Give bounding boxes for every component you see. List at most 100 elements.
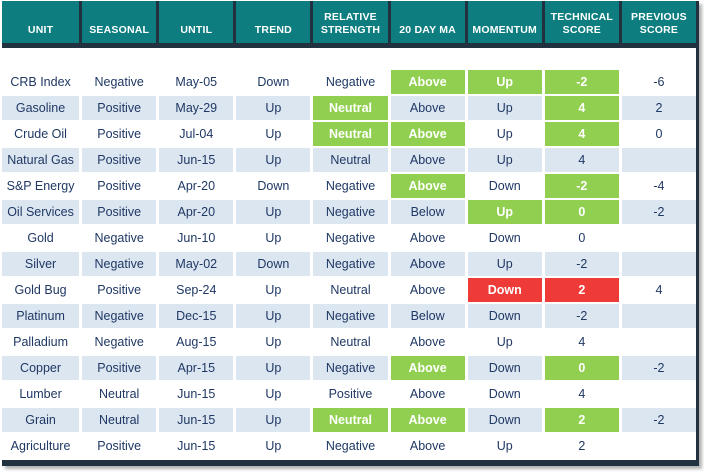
table-row: Lumber Neutral Jun-15 Up Positive Above Down 4 bbox=[2, 382, 696, 406]
table-cell-previous_score bbox=[618, 148, 696, 172]
table-cell-unit: S&P Energy bbox=[2, 174, 80, 198]
header-spacer bbox=[2, 48, 696, 70]
table-cell-previous_score bbox=[618, 226, 696, 250]
table-cell-previous_score: -2 bbox=[618, 408, 696, 432]
table-cell-relative_strength: Negative bbox=[310, 304, 388, 328]
table-cell-trend: Up bbox=[233, 382, 311, 406]
table-cell-technical_score: 2 bbox=[541, 434, 619, 458]
table-cell-20_day_ma: Above bbox=[387, 96, 465, 120]
table-cell-seasonal: Neutral bbox=[79, 382, 157, 406]
table-cell-technical_score: 0 bbox=[541, 226, 619, 250]
table-cell-until: Jun-15 bbox=[156, 148, 234, 172]
table-cell-previous_score: -4 bbox=[618, 174, 696, 198]
table-cell-momentum: Down bbox=[464, 226, 542, 250]
table-cell-20_day_ma: Above bbox=[387, 278, 465, 302]
table-cell-technical_score: 2 bbox=[541, 408, 619, 432]
table-cell-momentum: Up bbox=[464, 330, 542, 354]
table-cell-technical_score: 4 bbox=[541, 148, 619, 172]
table-cell-seasonal: Positive bbox=[79, 148, 157, 172]
table-cell-technical_score: 2 bbox=[541, 278, 619, 302]
table-cell-seasonal: Positive bbox=[79, 278, 157, 302]
table-cell-until: May-29 bbox=[156, 96, 234, 120]
table-cell-momentum: Up bbox=[464, 96, 542, 120]
table-cell-until: Jun-10 bbox=[156, 226, 234, 250]
table-cell-technical_score: 4 bbox=[541, 330, 619, 354]
table-cell-previous_score: 0 bbox=[618, 122, 696, 146]
table-cell-momentum: Up bbox=[464, 70, 542, 94]
table-cell-trend: Down bbox=[233, 252, 311, 276]
table-cell-relative_strength: Negative bbox=[310, 200, 388, 224]
table-cell-20_day_ma: Above bbox=[387, 122, 465, 146]
table-cell-technical_score: 0 bbox=[541, 200, 619, 224]
table-cell-20_day_ma: Above bbox=[387, 330, 465, 354]
table-cell-until: May-02 bbox=[156, 252, 234, 276]
table-cell-seasonal: Positive bbox=[79, 356, 157, 380]
table-cell-relative_strength: Neutral bbox=[310, 408, 388, 432]
table-cell-trend: Up bbox=[233, 304, 311, 328]
table-cell-until: Aug-15 bbox=[156, 330, 234, 354]
table-cell-seasonal: Negative bbox=[79, 252, 157, 276]
table-cell-trend: Up bbox=[233, 330, 311, 354]
table-cell-relative_strength: Neutral bbox=[310, 278, 388, 302]
table-cell-trend: Up bbox=[233, 408, 311, 432]
table-cell-20_day_ma: Above bbox=[387, 382, 465, 406]
table-row: Grain Neutral Jun-15 Up Neutral Above Down 2 -2 bbox=[2, 408, 696, 432]
table-cell-unit: Gold bbox=[2, 226, 80, 250]
table-cell-seasonal: Negative bbox=[79, 304, 157, 328]
table-cell-unit: Grain bbox=[2, 408, 80, 432]
table-cell-unit: Gold Bug bbox=[2, 278, 80, 302]
table-row: Oil Services Positive Apr-20 Up Negative Belo… bbox=[2, 200, 696, 224]
table-cell-momentum: Up bbox=[464, 122, 542, 146]
table-cell-seasonal: Neutral bbox=[79, 408, 157, 432]
table-cell-unit: CRB Index bbox=[2, 70, 80, 94]
table-cell-momentum: Down bbox=[464, 278, 542, 302]
table-cell-previous_score bbox=[618, 252, 696, 276]
table-cell-previous_score: 4 bbox=[618, 278, 696, 302]
table-cell-trend: Up bbox=[233, 434, 311, 458]
table-row: Agriculture Positive Jun-15 Up Negative Above… bbox=[2, 434, 696, 458]
table-row: Silver Negative May-02 Down Negative Above Up -… bbox=[2, 252, 696, 276]
table-cell-until: Jun-15 bbox=[156, 434, 234, 458]
table-cell-20_day_ma: Above bbox=[387, 70, 465, 94]
table-cell-seasonal: Positive bbox=[79, 434, 157, 458]
table-cell-until: May-05 bbox=[156, 70, 234, 94]
column-header-until: UNTIL bbox=[156, 1, 234, 43]
column-header-previous_score: PREVIOUS SCORE bbox=[618, 1, 696, 43]
commodity-technical-score-table: UNIT SEASONAL UNTIL TREND RELATIVE STRENGTH 2… bbox=[2, 1, 699, 466]
table-cell-unit: Natural Gas bbox=[2, 148, 80, 172]
table-cell-previous_score: -2 bbox=[618, 356, 696, 380]
table-cell-technical_score: 0 bbox=[541, 356, 619, 380]
table-cell-previous_score: -2 bbox=[618, 200, 696, 224]
table-cell-seasonal: Negative bbox=[79, 226, 157, 250]
table-row: Crude Oil Positive Jul-04 Up Neutral Above Up 4… bbox=[2, 122, 696, 146]
table-cell-relative_strength: Neutral bbox=[310, 330, 388, 354]
table-cell-trend: Up bbox=[233, 148, 311, 172]
table-cell-seasonal: Positive bbox=[79, 174, 157, 198]
table-cell-unit: Crude Oil bbox=[2, 122, 80, 146]
header-divider bbox=[2, 43, 696, 48]
table-cell-previous_score bbox=[618, 434, 696, 458]
table-cell-until: Apr-20 bbox=[156, 174, 234, 198]
table-cell-technical_score: 4 bbox=[541, 96, 619, 120]
table-cell-relative_strength: Negative bbox=[310, 252, 388, 276]
table-cell-seasonal: Positive bbox=[79, 200, 157, 224]
table-cell-unit: Palladium bbox=[2, 330, 80, 354]
table-row: S&P Energy Positive Apr-20 Down Negative Abov… bbox=[2, 174, 696, 198]
table-cell-momentum: Up bbox=[464, 148, 542, 172]
table-cell-unit: Agriculture bbox=[2, 434, 80, 458]
table-cell-relative_strength: Negative bbox=[310, 226, 388, 250]
column-header-20_day_ma: 20 DAY MA bbox=[387, 1, 465, 43]
table-cell-relative_strength: Negative bbox=[310, 356, 388, 380]
table-cell-previous_score: -6 bbox=[618, 70, 696, 94]
table-cell-momentum: Down bbox=[464, 356, 542, 380]
table-cell-relative_strength: Positive bbox=[310, 382, 388, 406]
table-cell-until: Apr-20 bbox=[156, 200, 234, 224]
table-cell-seasonal: Positive bbox=[79, 122, 157, 146]
table-cell-previous_score bbox=[618, 382, 696, 406]
table-cell-until: Jun-15 bbox=[156, 408, 234, 432]
table-cell-momentum: Up bbox=[464, 434, 542, 458]
table-cell-momentum: Up bbox=[464, 252, 542, 276]
table-cell-trend: Up bbox=[233, 356, 311, 380]
table-cell-previous_score: 2 bbox=[618, 96, 696, 120]
table-cell-momentum: Down bbox=[464, 382, 542, 406]
